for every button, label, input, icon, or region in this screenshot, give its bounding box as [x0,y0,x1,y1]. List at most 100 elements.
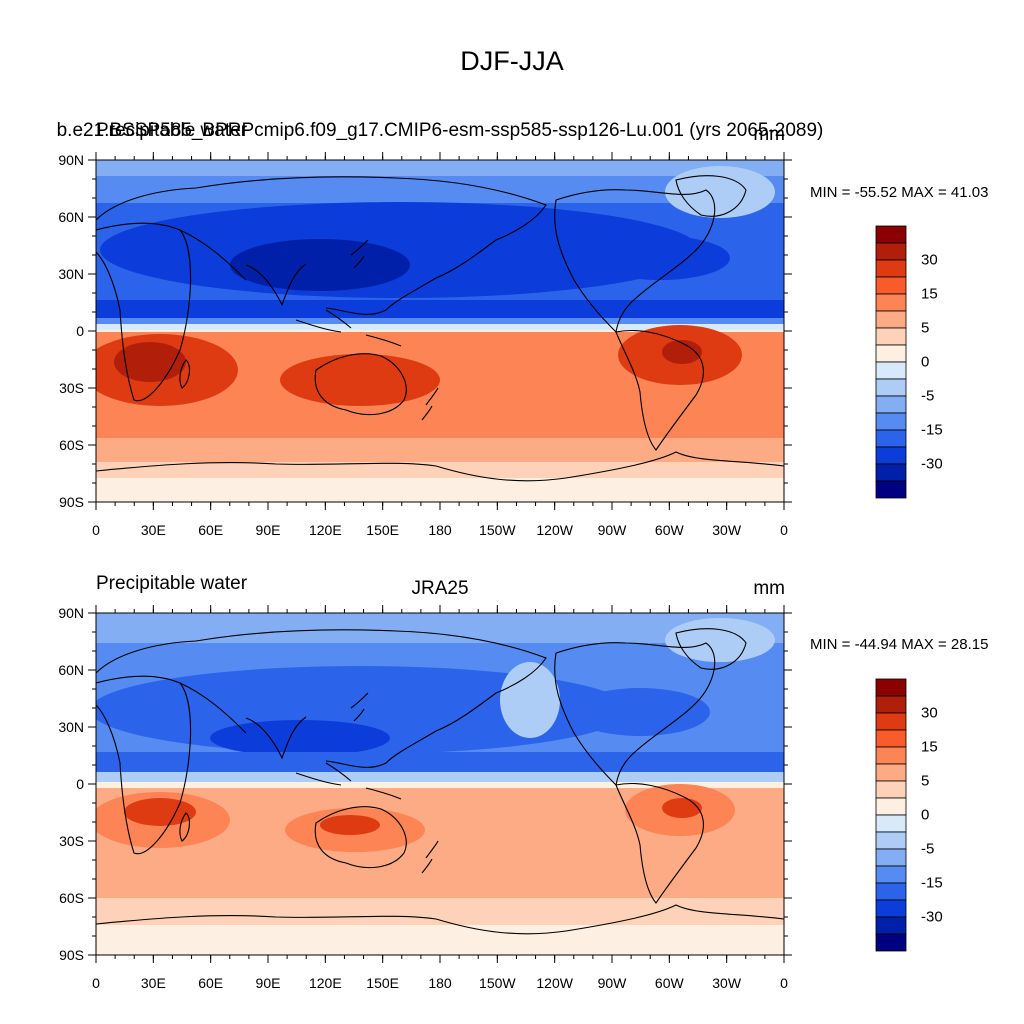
lon-tick-label: 30W [712,975,742,991]
panel2-variable-label: Precipitable water [96,573,248,594]
panel2-dataset-label: JRA25 [411,578,469,599]
colorbar-swatch [875,814,907,833]
colorbars [875,225,907,952]
lat-tick-label: 30S [59,833,84,849]
colorbar-label: 5 [921,772,930,790]
lat-tick-label: 30N [58,719,84,735]
lon-tick-label: 0 [92,975,100,991]
colorbar-swatch [875,378,907,397]
colorbar-label: 30 [921,251,938,269]
lon-tick-label: 30E [140,522,166,538]
colorbar-label: -5 [921,840,935,858]
colorbar-swatch [875,797,907,816]
lon-tick-label: 120W [536,522,573,538]
panel2-units-label: mm [753,578,785,599]
lon-tick-label: 0 [780,975,788,991]
lon-tick-label: 180 [428,975,452,991]
colorbar-swatch [875,780,907,799]
lon-tick-label: 150W [479,522,516,538]
lat-tick-label: 30N [58,266,84,282]
colorbar-label: 0 [921,806,930,824]
colorbar-swatch [875,831,907,850]
colorbar-swatch [875,882,907,901]
panel1-minmax: MIN = -55.52 MAX = 41.03 [810,184,989,201]
colorbar-swatch [875,361,907,380]
lon-tick-label: 60E [198,975,224,991]
colorbar-swatch [875,293,907,312]
lon-tick-label: 180 [428,522,452,538]
lat-tick-label: 90N [58,152,84,168]
lon-tick-label: 0 [92,522,100,538]
panel1-dataset-label: b.e21.BSSP585_BPRPcmip6.f09_g17.CMIP6-es… [56,120,824,141]
lon-tick-label: 150E [366,522,400,538]
colorbar-swatch [875,242,907,261]
colorbar-label: 15 [921,738,938,756]
lat-tick-label: 60N [58,662,84,678]
panel1-map [96,160,784,502]
lon-tick-label: 120E [308,975,342,991]
colorbar-swatch [875,310,907,329]
colorbar-label: -15 [921,421,943,439]
lon-tick-label: 120E [308,522,342,538]
lon-tick-label: 90E [255,975,281,991]
lat-tick-label: 90S [59,494,84,510]
lon-tick-label: 90W [597,975,627,991]
lon-tick-label: 30W [712,522,742,538]
lon-tick-label: 30E [140,975,166,991]
colorbar-swatch [875,480,907,499]
colorbar-swatch [875,225,907,244]
colorbar-label: -15 [921,874,943,892]
colorbar-label: 30 [921,704,938,722]
colorbar-swatch [875,848,907,867]
colorbar-swatch [875,865,907,884]
colorbar-swatch [875,327,907,346]
colorbar-label: 5 [921,319,930,337]
panel1-units-label: mm [753,124,785,145]
colorbar-swatch [875,916,907,935]
lat-tick-label: 60S [59,437,84,453]
panel1-variable-label: Precipitable water [96,120,248,141]
lon-tick-label: 120W [536,975,573,991]
colorbar-swatch [875,344,907,363]
colorbar-swatch [875,276,907,295]
colorbar-label: 15 [921,285,938,303]
axis-ticks [88,152,792,963]
colorbar-swatch [875,412,907,431]
colorbar-label: -30 [921,455,943,473]
lat-tick-label: 0 [76,776,84,792]
colorbar-label: -30 [921,908,943,926]
colorbar-label: -5 [921,387,935,405]
lat-tick-label: 60N [58,209,84,225]
colorbar-swatch [875,463,907,482]
lon-tick-label: 150E [366,975,400,991]
colorbar-label: 0 [921,353,930,371]
colorbar-swatch [875,678,907,697]
lon-tick-label: 60E [198,522,224,538]
colorbar-swatch [875,429,907,448]
colorbar-swatch [875,446,907,465]
lat-tick-label: 90S [59,947,84,963]
lon-tick-label: 90E [255,522,281,538]
colorbar-swatch [875,695,907,714]
colorbar-swatch [875,746,907,765]
colorbar-swatch [875,712,907,731]
colorbar-swatch [875,729,907,748]
colorbar-swatch [875,763,907,782]
colorbar-swatch [875,899,907,918]
colorbar-swatch [875,395,907,414]
lat-tick-label: 0 [76,323,84,339]
lon-tick-label: 0 [780,522,788,538]
colorbar-swatch [875,259,907,278]
lon-tick-label: 60W [654,975,684,991]
panel2-minmax: MIN = -44.94 MAX = 28.15 [810,636,989,653]
figure-title: DJF-JJA [460,46,564,76]
colorbar-swatch [875,933,907,952]
lon-tick-label: 150W [479,975,516,991]
lon-tick-label: 90W [597,522,627,538]
panel2-map [96,613,784,955]
lat-tick-label: 30S [59,380,84,396]
lat-tick-label: 90N [58,605,84,621]
lon-tick-label: 60W [654,522,684,538]
lat-tick-label: 60S [59,890,84,906]
